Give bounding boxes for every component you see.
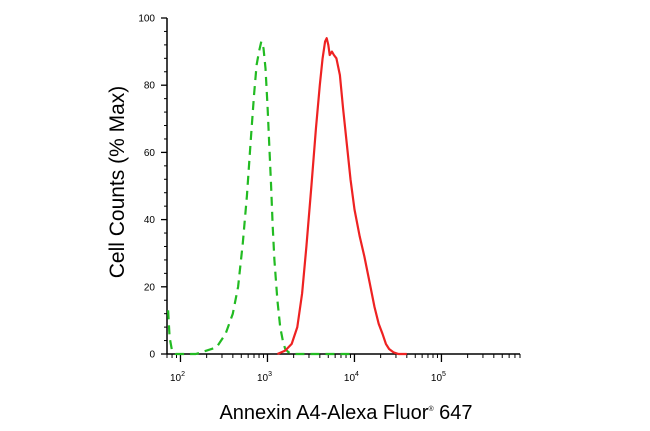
x-axis-title-text: Annexin A4-Alexa Fluor bbox=[219, 402, 428, 424]
x-ticks: 102 103 104 105 bbox=[166, 354, 521, 384]
x-axis-title-suffix: 647 bbox=[434, 402, 473, 424]
x-tick-label: 103 bbox=[257, 371, 272, 384]
y-ticks: 0 20 40 60 80 100 bbox=[138, 14, 167, 361]
y-tick-label: 0 bbox=[149, 350, 155, 361]
y-tick-label: 100 bbox=[138, 14, 155, 25]
sample-histogram-line bbox=[276, 37, 407, 356]
x-tick-label: 105 bbox=[431, 371, 446, 384]
series-group bbox=[167, 37, 407, 356]
x-tick-label: 102 bbox=[170, 371, 185, 384]
axes bbox=[166, 18, 520, 355]
y-axis-title: Cell Counts (% Max) bbox=[106, 86, 129, 279]
y-tick-label: 80 bbox=[144, 81, 156, 92]
y-tick-label: 60 bbox=[144, 148, 156, 159]
y-tick-label: 40 bbox=[144, 215, 156, 226]
x-axis-title: Annexin A4-Alexa Fluor® 647 bbox=[219, 402, 472, 424]
x-tick-label: 104 bbox=[344, 371, 359, 384]
y-tick-label: 20 bbox=[144, 282, 156, 293]
x-axis-title-mark: ® bbox=[428, 405, 434, 413]
control-histogram-line bbox=[167, 40, 355, 356]
